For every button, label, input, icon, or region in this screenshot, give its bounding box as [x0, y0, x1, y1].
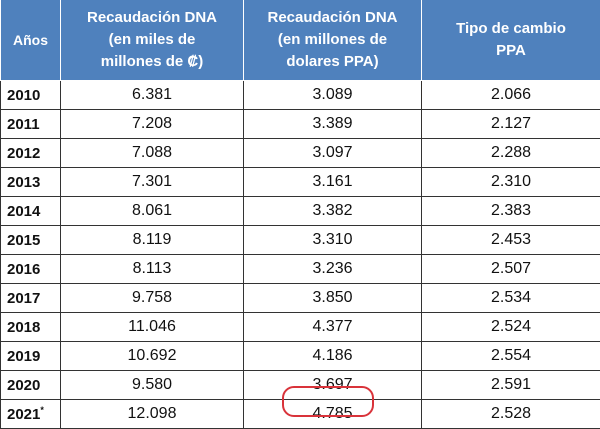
- year-label: 2016: [7, 261, 40, 278]
- cell-exchange-rate: 2.528: [422, 400, 600, 429]
- cell-year: 2018: [1, 313, 61, 342]
- cell-dna-usd-ppa: 3.850: [244, 284, 422, 313]
- cell-year: 2011: [1, 110, 61, 139]
- header-line: (en millones de: [250, 29, 415, 51]
- year-label: 2012: [7, 145, 40, 162]
- cell-dna-colones: 8.061: [61, 197, 244, 226]
- header-line: Recaudación DNA: [67, 7, 237, 29]
- cell-year: 2013: [1, 168, 61, 197]
- cell-exchange-rate: 2.591: [422, 371, 600, 400]
- cell-dna-usd-ppa: 3.089: [244, 81, 422, 110]
- header-dna-usd-ppa: Recaudación DNA (en millones de dolares …: [244, 0, 422, 81]
- cell-exchange-rate: 2.534: [422, 284, 600, 313]
- cell-year: 2014: [1, 197, 61, 226]
- year-label: 2015: [7, 232, 40, 249]
- cell-year: 2021*: [1, 400, 61, 429]
- header-dna-colones: Recaudación DNA (en miles de millones de…: [61, 0, 244, 81]
- cell-year: 2017: [1, 284, 61, 313]
- cell-dna-usd-ppa: 3.161: [244, 168, 422, 197]
- year-label: 2018: [7, 319, 40, 336]
- cell-year: 2019: [1, 342, 61, 371]
- cell-dna-usd-ppa: 3.389: [244, 110, 422, 139]
- header-exchange-rate: Tipo de cambio PPA: [422, 0, 600, 81]
- year-label: 2013: [7, 174, 40, 191]
- cell-exchange-rate: 2.383: [422, 197, 600, 226]
- header-row: Años Recaudación DNA (en miles de millon…: [1, 0, 600, 81]
- year-label: 2014: [7, 203, 40, 220]
- cell-exchange-rate: 2.554: [422, 342, 600, 371]
- cell-dna-colones: 7.301: [61, 168, 244, 197]
- cell-dna-colones: 9.758: [61, 284, 244, 313]
- year-footnote-mark: *: [40, 405, 44, 415]
- cell-dna-usd-ppa: 4.377: [244, 313, 422, 342]
- cell-dna-colones: 11.046: [61, 313, 244, 342]
- cell-dna-colones: 8.113: [61, 255, 244, 284]
- header-line: Recaudación DNA: [250, 7, 415, 29]
- cell-exchange-rate: 2.127: [422, 110, 600, 139]
- year-label: 2011: [7, 116, 40, 133]
- cell-year: 2010: [1, 81, 61, 110]
- header-years: Años: [1, 0, 61, 81]
- year-label: 2019: [7, 348, 40, 365]
- year-label: 2017: [7, 290, 40, 307]
- cell-dna-usd-ppa: 3.236: [244, 255, 422, 284]
- year-label: 2021: [7, 406, 40, 423]
- cell-dna-colones: 10.692: [61, 342, 244, 371]
- year-label: 2020: [7, 377, 40, 394]
- cell-exchange-rate: 2.453: [422, 226, 600, 255]
- cell-dna-colones: 9.580: [61, 371, 244, 400]
- cell-dna-colones: 8.119: [61, 226, 244, 255]
- cell-dna-colones: 7.088: [61, 139, 244, 168]
- cell-dna-colones: 7.208: [61, 110, 244, 139]
- cell-exchange-rate: 2.524: [422, 313, 600, 342]
- year-label: 2010: [7, 87, 40, 104]
- header-line: millones de ₡): [67, 51, 237, 73]
- cell-year: 2016: [1, 255, 61, 284]
- cell-exchange-rate: 2.288: [422, 139, 600, 168]
- cell-year: 2020: [1, 371, 61, 400]
- cell-year: 2015: [1, 226, 61, 255]
- cell-dna-colones: 6.381: [61, 81, 244, 110]
- cell-dna-usd-ppa: 3.382: [244, 197, 422, 226]
- table-header: Años Recaudación DNA (en miles de millon…: [1, 0, 600, 81]
- highlight-circle: [282, 386, 374, 417]
- cell-dna-usd-ppa: 3.310: [244, 226, 422, 255]
- header-years-label: Años: [13, 32, 48, 48]
- cell-dna-usd-ppa: 3.097: [244, 139, 422, 168]
- cell-year: 2012: [1, 139, 61, 168]
- cell-dna-colones: 12.098: [61, 400, 244, 429]
- cell-exchange-rate: 2.507: [422, 255, 600, 284]
- header-line: (en miles de: [67, 29, 237, 51]
- cell-exchange-rate: 2.066: [422, 81, 600, 110]
- cell-dna-usd-ppa: 4.186: [244, 342, 422, 371]
- header-line: Tipo de cambio: [428, 18, 594, 40]
- header-line: PPA: [428, 40, 594, 62]
- cell-exchange-rate: 2.310: [422, 168, 600, 197]
- header-line: dolares PPA): [250, 51, 415, 73]
